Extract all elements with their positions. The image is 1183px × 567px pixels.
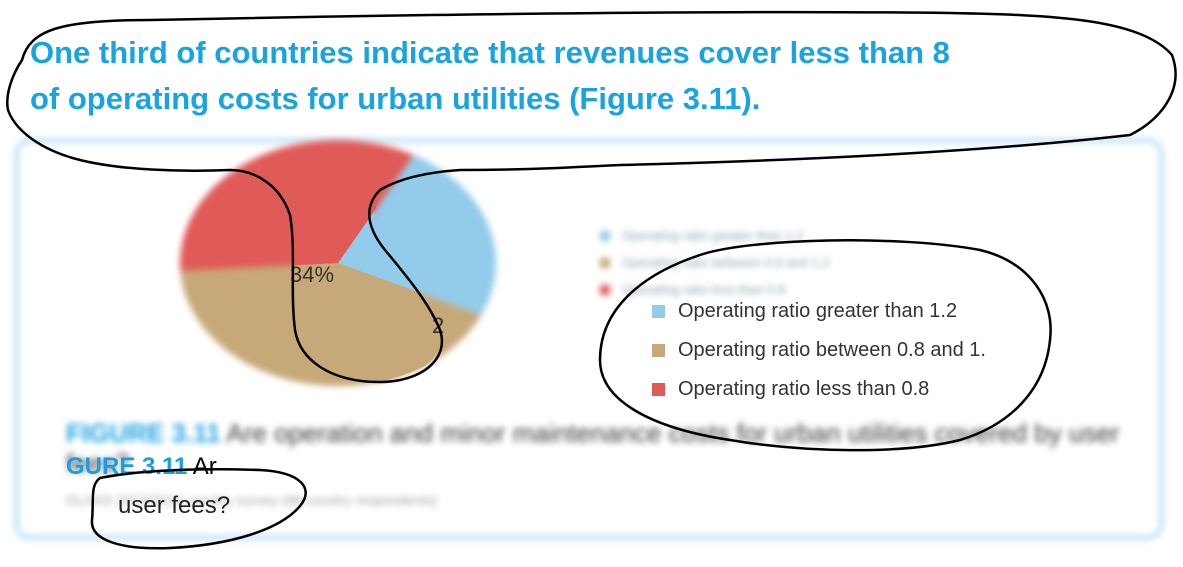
figure-label: FIGURE 3.11 <box>66 418 221 448</box>
headline-line-1: One third of countries indicate that rev… <box>30 35 950 70</box>
legend: Operating ratio greater than 1.2 Operati… <box>652 292 986 409</box>
legend-item-less: Operating ratio less than 0.8 <box>652 370 986 409</box>
legend-swatch <box>652 305 665 318</box>
caption-partial-text: Ar <box>192 453 217 480</box>
legend-swatch <box>652 383 665 396</box>
headline: One third of countries indicate that rev… <box>30 30 1180 122</box>
caption-fragment: GURE 3.11 Ar <box>66 452 217 482</box>
legend-label: Operating ratio greater than 1.2 <box>678 300 958 322</box>
legend-label: Operating ratio between 0.8 and 1. <box>678 339 986 361</box>
headline-line-2: of operating costs for urban utilities (… <box>30 81 761 116</box>
figure-label-partial: GURE 3.11 <box>66 453 188 480</box>
legend-swatch <box>652 344 665 357</box>
legend-label: Operating ratio less than 0.8 <box>678 378 930 400</box>
pie-label-partial: 2 <box>432 313 444 338</box>
user-fees-text: user fees? <box>118 492 231 519</box>
legend-item-greater: Operating ratio greater than 1.2 <box>652 292 986 331</box>
legend-item-between: Operating ratio between 0.8 and 1. <box>652 331 986 370</box>
pie-label-34: 34% <box>290 262 334 287</box>
